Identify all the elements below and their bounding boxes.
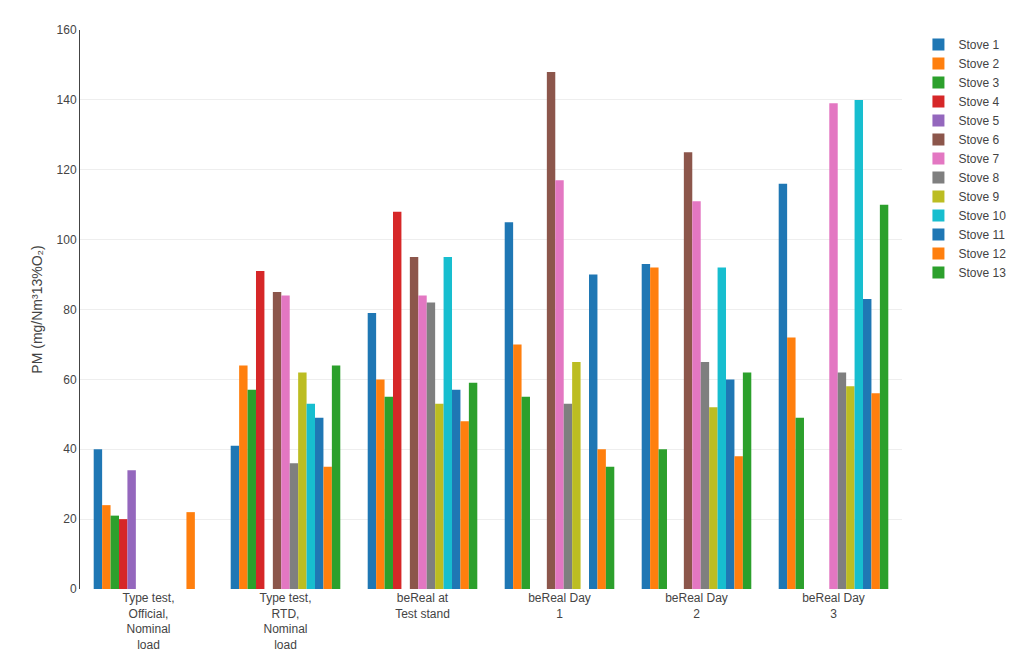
svg-text:Stove 2: Stove 2 bbox=[958, 57, 999, 71]
svg-text:beReal Day2: beReal Day2 bbox=[665, 591, 728, 621]
svg-text:40: 40 bbox=[63, 442, 77, 456]
svg-text:Type test,RTD,Nominalload: Type test,RTD,Nominalload bbox=[259, 591, 311, 652]
svg-text:60: 60 bbox=[63, 373, 77, 387]
svg-text:Stove 5: Stove 5 bbox=[958, 114, 999, 128]
svg-text:PM (mg/Nm³13%O₂): PM (mg/Nm³13%O₂) bbox=[29, 245, 45, 373]
svg-text:Type test,Official,Nominalload: Type test,Official,Nominalload bbox=[122, 591, 174, 652]
svg-text:160: 160 bbox=[57, 23, 77, 37]
svg-text:Stove 7: Stove 7 bbox=[958, 152, 999, 166]
svg-text:beReal Day1: beReal Day1 bbox=[528, 591, 591, 621]
svg-text:beReal atTest stand: beReal atTest stand bbox=[395, 591, 450, 621]
svg-text:0: 0 bbox=[70, 582, 77, 596]
svg-text:Stove 12: Stove 12 bbox=[958, 247, 1006, 261]
svg-text:140: 140 bbox=[57, 93, 77, 107]
svg-text:20: 20 bbox=[63, 512, 77, 526]
svg-text:Stove 10: Stove 10 bbox=[958, 209, 1006, 223]
svg-text:Stove 3: Stove 3 bbox=[958, 76, 999, 90]
svg-text:120: 120 bbox=[57, 163, 77, 177]
svg-text:Stove 4: Stove 4 bbox=[958, 95, 999, 109]
svg-text:Stove 8: Stove 8 bbox=[958, 171, 999, 185]
svg-text:Stove 9: Stove 9 bbox=[958, 190, 999, 204]
svg-text:100: 100 bbox=[57, 233, 77, 247]
svg-text:Stove 13: Stove 13 bbox=[958, 266, 1006, 280]
svg-text:Stove 6: Stove 6 bbox=[958, 133, 999, 147]
svg-text:80: 80 bbox=[63, 303, 77, 317]
svg-text:Stove 1: Stove 1 bbox=[958, 38, 999, 52]
svg-text:beReal Day3: beReal Day3 bbox=[802, 591, 865, 621]
svg-text:Stove 11: Stove 11 bbox=[958, 228, 1005, 242]
